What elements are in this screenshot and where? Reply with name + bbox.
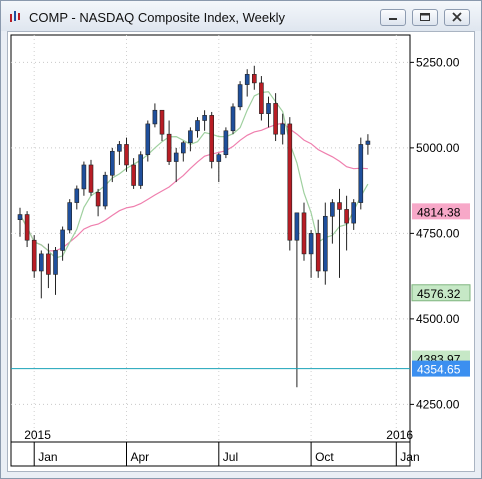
y-tick-label: 4250.00	[416, 397, 460, 411]
candle-body	[88, 164, 94, 193]
candle-body	[173, 152, 179, 162]
moving-average-long	[19, 122, 368, 252]
candle-body	[53, 250, 58, 275]
candle-body	[308, 233, 314, 255]
window-title: COMP - NASDAQ Composite Index, Weekly	[29, 10, 285, 25]
minimize-icon	[389, 18, 397, 20]
minimize-button[interactable]	[380, 9, 406, 26]
candle-body	[67, 202, 73, 231]
y-tick-label: 5000.00	[416, 141, 460, 155]
x-year-label: 2015	[24, 428, 51, 442]
candle-body	[244, 74, 250, 85]
maximize-icon	[420, 13, 430, 21]
candle-body	[195, 120, 200, 132]
candle-body	[138, 154, 143, 186]
candle-body	[31, 239, 37, 272]
x-month-label: Jul	[223, 450, 238, 464]
candle-body	[81, 164, 87, 190]
candle-body	[202, 115, 207, 121]
price-badge-label: 4354.65	[417, 363, 461, 377]
maximize-button[interactable]	[412, 9, 438, 26]
candle-body	[223, 130, 229, 156]
close-button[interactable]	[444, 9, 470, 26]
candle-body	[315, 233, 321, 272]
close-icon	[452, 12, 462, 22]
price-badge	[411, 284, 471, 302]
chart-area[interactable]: 4250.00 4500.00 4750.00 5000.00 5250.00 Jan Ap…	[7, 31, 475, 472]
candle-body	[24, 214, 30, 241]
price-badge-label: 4576.32	[417, 287, 461, 301]
candle-body	[301, 212, 307, 255]
candle-body	[74, 188, 80, 203]
candle-body	[131, 164, 136, 186]
candle-body	[166, 133, 172, 162]
candle-body	[159, 109, 165, 135]
x-month-label: Apr	[131, 450, 150, 464]
price-badge-label: 4814.38	[417, 205, 461, 219]
y-tick-label: 4750.00	[416, 226, 460, 240]
candle-body	[237, 84, 243, 108]
candle-body	[337, 202, 342, 210]
x-axis-strip	[10, 441, 411, 467]
candle-body	[102, 174, 108, 207]
candle-body	[38, 253, 44, 272]
candle-body	[209, 115, 214, 162]
candle-body	[216, 154, 222, 162]
price-badge	[412, 203, 470, 220]
candle-body	[252, 74, 257, 84]
price-badge	[412, 360, 470, 377]
x-year-label: 2016	[386, 428, 413, 442]
title-bar[interactable]: COMP - NASDAQ Composite Index, Weekly	[1, 1, 481, 31]
candle-body	[344, 209, 349, 224]
candle-body	[117, 144, 122, 152]
x-month-label: Oct	[315, 450, 334, 464]
candle-body	[46, 253, 51, 275]
candle-body	[330, 202, 335, 217]
candle-body	[280, 123, 286, 135]
plot-frame	[10, 34, 411, 443]
candle-body	[322, 215, 328, 272]
x-month-label: Jan	[400, 450, 419, 464]
candle-body	[273, 103, 278, 135]
candle-body	[17, 214, 23, 220]
candle-body	[188, 130, 193, 144]
candle-body	[145, 123, 151, 156]
candlestick-chart[interactable]: 4250.00 4500.00 4750.00 5000.00 5250.00 Jan Ap…	[8, 32, 474, 471]
candle-body	[266, 103, 271, 114]
moving-average-short	[19, 91, 369, 259]
candle-body	[294, 212, 300, 241]
candle-body	[365, 140, 371, 145]
candle-body	[181, 142, 186, 154]
candle-body	[95, 192, 101, 207]
candle-body	[259, 82, 264, 114]
candle-body	[287, 123, 293, 241]
x-month-label: Jan	[38, 450, 57, 464]
candle-body	[110, 150, 115, 176]
chart-app-icon	[8, 10, 22, 27]
candle-body	[60, 229, 65, 251]
candle-body	[230, 106, 236, 132]
candle-body	[152, 109, 158, 125]
candle-body	[358, 144, 364, 203]
candle-body	[124, 144, 129, 166]
y-tick-label: 5250.00	[416, 55, 460, 69]
y-tick-label: 4500.00	[416, 312, 460, 326]
candle-body	[351, 202, 357, 224]
